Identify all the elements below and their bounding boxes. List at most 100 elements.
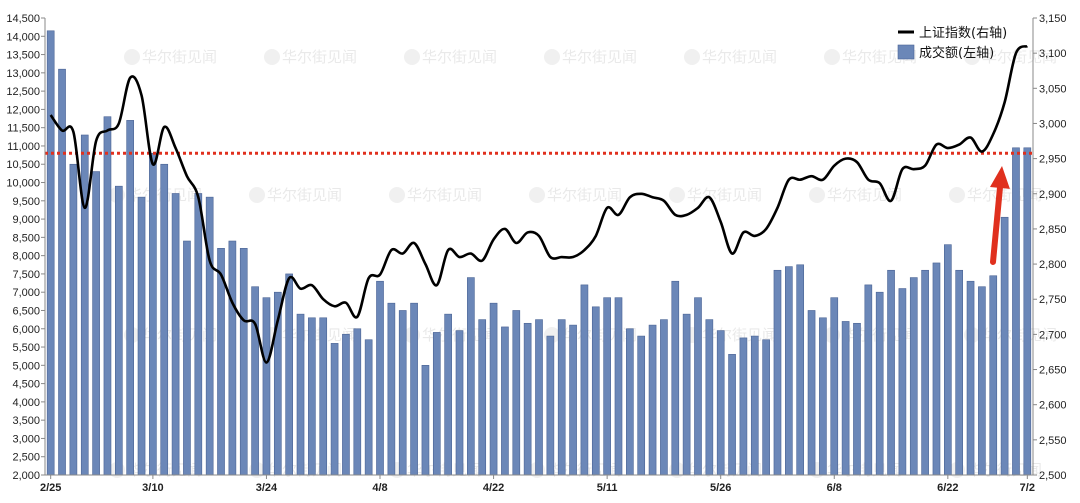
bar (694, 297, 702, 476)
watermark-mark: 华尔街见闻 (684, 48, 777, 66)
bar (194, 193, 203, 476)
right-tick-label: 2,600 (1039, 400, 1067, 412)
x-tick-label: 7/2 (1020, 482, 1035, 494)
left-tick-label: 10,000 (6, 178, 40, 190)
bar (1023, 147, 1032, 476)
axes: 2,000 2,500 3,000 3,500 4,000 4,500 5,000 5,500… (6, 13, 1066, 494)
bar (535, 319, 543, 476)
bar (898, 288, 907, 476)
legend-swatch-bar (897, 44, 915, 60)
bar (705, 319, 714, 476)
left-tick-label: 12,000 (6, 104, 40, 116)
svg-text:华尔街见闻: 华尔街见闻 (562, 48, 637, 66)
bar (841, 321, 850, 476)
right-tick-label: 2,950 (1039, 154, 1067, 166)
bar (785, 266, 793, 476)
right-tick-label: 2,750 (1039, 294, 1067, 306)
bar (762, 339, 770, 476)
bar (285, 273, 293, 476)
bar (171, 193, 180, 476)
bar (330, 343, 339, 476)
watermark-mark: 华尔街见闻 (264, 48, 357, 66)
bar (989, 275, 998, 476)
svg-text:华尔街见闻: 华尔街见闻 (702, 48, 777, 66)
bar (603, 297, 611, 476)
bar (444, 313, 452, 476)
right-tick-label: 2,700 (1039, 329, 1067, 341)
left-tick-label: 3,500 (12, 415, 40, 427)
right-tick-label: 2,500 (1039, 470, 1067, 482)
bar (126, 120, 134, 476)
bar (387, 302, 396, 476)
svg-text:华尔街见闻: 华尔街见闻 (982, 48, 1057, 66)
bar (750, 335, 759, 476)
bar-series-turnover (46, 30, 1032, 476)
bar (398, 310, 407, 476)
bar (501, 326, 509, 476)
right-tick-label: 2,550 (1039, 435, 1067, 447)
left-tick-label: 4,000 (12, 397, 40, 409)
bar (580, 284, 589, 476)
bar (46, 30, 55, 476)
bar (955, 269, 963, 476)
right-tick-label: 3,100 (1039, 48, 1067, 60)
bar (103, 116, 112, 476)
left-tick-label: 9,000 (12, 214, 40, 226)
bar (92, 171, 100, 476)
right-tick-label: 3,050 (1039, 83, 1067, 95)
left-tick-label: 11,500 (7, 123, 40, 135)
arrow-head (989, 166, 1010, 189)
bar (796, 264, 805, 476)
bar (149, 152, 157, 476)
bar (682, 313, 691, 476)
bar (773, 269, 782, 476)
svg-text:华尔街见闻: 华尔街见闻 (282, 48, 357, 66)
legend-label-turnover: 成交额(左轴) (919, 45, 994, 61)
bar (137, 196, 146, 476)
svg-text:华尔街见闻: 华尔街见闻 (407, 186, 482, 204)
x-tick-label: 3/24 (256, 482, 278, 494)
left-tick-label: 4,500 (12, 379, 40, 391)
bar (921, 269, 929, 476)
bar (489, 302, 498, 476)
left-tick-label: 7,500 (12, 269, 40, 281)
bar (262, 297, 271, 476)
bar (557, 319, 566, 476)
left-tick-label: 3,000 (12, 433, 40, 445)
bar (421, 365, 430, 476)
line-series-index (49, 44, 1029, 364)
x-tick-label: 6/22 (937, 482, 958, 494)
right-tick-label: 3,150 (1039, 13, 1067, 25)
legend: 上证指数(右轴) 成交额(左轴) (897, 26, 1007, 61)
bar (523, 322, 532, 476)
watermark-mark: 华尔街见闻 (404, 48, 497, 66)
bar (1012, 147, 1020, 476)
x-tick-label: 2/25 (40, 482, 61, 494)
watermark-mark: 华尔街见闻 (124, 48, 217, 66)
annotation-arrow (989, 166, 1010, 265)
svg-text:华尔街见闻: 华尔街见闻 (687, 186, 762, 204)
bar (455, 330, 464, 476)
left-tick-label: 13,500 (6, 50, 40, 62)
x-tick-label: 5/26 (710, 482, 731, 494)
watermark-mark: 华尔街见闻 (389, 186, 482, 204)
watermark-mark: 华尔街见闻 (669, 186, 762, 204)
x-tick-label: 4/22 (483, 482, 504, 494)
x-tick-label: 4/8 (372, 482, 387, 494)
svg-text:华尔街见闻: 华尔街见闻 (422, 48, 497, 66)
x-tick-label: 3/10 (142, 482, 163, 494)
bar (728, 354, 736, 476)
bar (115, 185, 123, 476)
bar (591, 306, 600, 476)
bar (966, 280, 975, 476)
bar (569, 324, 577, 476)
bar (183, 240, 191, 476)
bar (739, 337, 748, 476)
bar (546, 335, 555, 476)
bar (205, 196, 214, 476)
svg-text:华尔街见闻: 华尔街见闻 (267, 186, 342, 204)
watermark-mark: 华尔街见闻 (249, 186, 342, 204)
bar (637, 335, 646, 476)
bar (239, 248, 248, 476)
